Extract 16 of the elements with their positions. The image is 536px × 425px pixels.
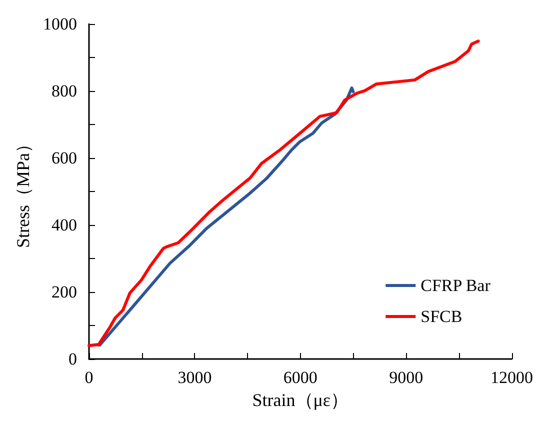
y-tick-label: 400 — [52, 216, 77, 234]
line-series — [98, 86, 355, 346]
legend-label: CFRP Bar — [420, 276, 491, 295]
y-tick-label: 200 — [52, 282, 77, 302]
x-tick-label: 9000 — [389, 368, 424, 387]
x-tick-label: 12000 — [490, 368, 533, 387]
x-axis-title: Strain（με） — [252, 390, 348, 410]
x-tick-label: 6000 — [283, 368, 318, 387]
x-tick-label: 0 — [84, 368, 94, 387]
y-tick-label: 600 — [52, 148, 77, 168]
y-tick-label: 0 — [68, 350, 77, 368]
legend-label: SFCB — [420, 307, 462, 326]
y-tick-label: 800 — [52, 82, 77, 100]
x-tick-label: 3000 — [178, 368, 212, 387]
y-tick-label: 1000 — [43, 14, 77, 34]
y-axis-title: Stress（MPa） — [13, 134, 34, 248]
